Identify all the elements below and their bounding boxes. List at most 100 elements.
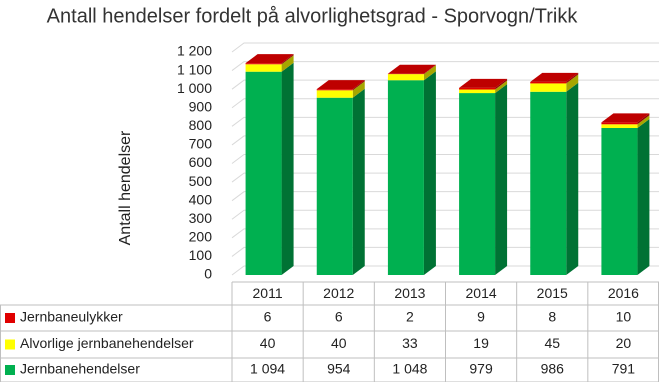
- table-value: 9: [477, 309, 485, 325]
- grid-line: [231, 42, 659, 53]
- bar-segment: [530, 91, 567, 275]
- bar-segment: [459, 89, 496, 94]
- table-value: 986: [541, 361, 565, 377]
- y-tick-label: 100: [189, 247, 213, 263]
- table-value: 33: [402, 335, 418, 351]
- bar-side: [423, 71, 436, 275]
- bar-segment: [316, 89, 353, 91]
- y-tick-label: 1 200: [177, 43, 212, 59]
- bar-top: [387, 64, 436, 74]
- y-tick-label: 300: [189, 210, 213, 226]
- table-value: 6: [264, 309, 272, 325]
- grid-line: [231, 191, 659, 202]
- x-tick-label: 2014: [466, 285, 497, 301]
- legend-swatch: [5, 339, 15, 350]
- bar-side: [281, 54, 294, 65]
- legend-label: Jernbanehendelser: [20, 361, 140, 377]
- chart-title: Antall hendelser fordelt på alvorlighets…: [47, 5, 579, 27]
- bar-segment: [459, 93, 496, 275]
- legend-label: Alvorlige jernbanehendelser: [20, 335, 194, 351]
- table-value: 20: [616, 335, 632, 351]
- grid-line: [231, 154, 659, 164]
- y-tick-label: 1 100: [177, 61, 212, 77]
- bar-segment: [245, 63, 282, 65]
- bar-top: [459, 78, 508, 88]
- table-value: 6: [335, 309, 343, 325]
- x-tick-label: 2012: [323, 285, 354, 301]
- grid-line: [231, 265, 659, 276]
- bar-segment: [316, 97, 353, 275]
- bar-segment: [601, 124, 638, 129]
- y-tick-label: 900: [189, 98, 213, 114]
- bar-side: [495, 84, 508, 275]
- table-value: 8: [548, 309, 556, 325]
- grid-line: [231, 61, 659, 71]
- table-value: 954: [327, 361, 351, 377]
- bar-top: [530, 72, 579, 82]
- bar-side: [566, 72, 579, 84]
- table-value: 1 048: [392, 361, 427, 377]
- bar-side: [281, 62, 294, 275]
- table-value: 40: [331, 335, 347, 351]
- grid-line: [231, 116, 659, 127]
- bar-side: [637, 113, 650, 125]
- x-tick-label: 2016: [608, 285, 639, 301]
- grid-line: [231, 172, 659, 183]
- bar-segment: [387, 80, 424, 275]
- bar-segment: [387, 74, 424, 81]
- bar-segment: [530, 83, 567, 92]
- y-tick-label: 0: [204, 266, 212, 282]
- table-value: 45: [544, 335, 560, 351]
- table-value: 791: [612, 361, 636, 377]
- legend-swatch: [5, 313, 15, 323]
- bar-segment: [601, 122, 638, 125]
- bar-side: [566, 82, 579, 275]
- grid-line: [231, 228, 659, 239]
- bar-top: [601, 113, 650, 123]
- bar-side: [495, 80, 508, 94]
- y-tick-label: 500: [189, 173, 213, 189]
- bar-segment: [601, 128, 638, 275]
- grid-line: [231, 98, 659, 109]
- y-tick-label: 200: [189, 229, 213, 245]
- table-value: 40: [260, 335, 276, 351]
- y-tick-label: 400: [189, 191, 213, 207]
- y-axis-title: Antall hendelser: [117, 130, 134, 245]
- bar-side: [495, 78, 508, 90]
- x-tick-label: 2011: [253, 285, 283, 301]
- y-tick-label: 800: [189, 117, 213, 133]
- bar-side: [637, 115, 650, 129]
- table-value: 1 094: [250, 361, 285, 377]
- bar-side: [352, 80, 365, 91]
- x-tick-label: 2013: [394, 285, 425, 301]
- bar-segment: [316, 90, 353, 98]
- grid-line: [231, 135, 659, 146]
- bar-side: [423, 64, 436, 75]
- bar-side: [637, 119, 650, 276]
- bar-side: [352, 88, 365, 275]
- bar-side: [566, 74, 579, 92]
- legend-label: Jernbaneulykker: [20, 309, 123, 325]
- table-value: 19: [473, 335, 489, 351]
- grid-line: [231, 79, 659, 90]
- bar-segment: [530, 81, 567, 84]
- bar-side: [423, 65, 436, 81]
- bar-side: [281, 55, 294, 72]
- bar-segment: [245, 71, 282, 275]
- legend-swatch: [5, 365, 15, 375]
- y-tick-label: 600: [189, 154, 213, 170]
- bar-side: [352, 81, 365, 98]
- y-tick-label: 1 000: [177, 80, 212, 96]
- table-value: 10: [616, 309, 632, 325]
- table-value: 979: [469, 361, 493, 377]
- y-tick-label: 700: [189, 136, 213, 152]
- bar-top: [316, 80, 365, 90]
- bar-top: [245, 54, 294, 64]
- grid-line: [231, 246, 659, 257]
- x-tick-label: 2015: [537, 285, 568, 301]
- bar-segment: [459, 87, 496, 90]
- bar-segment: [245, 64, 282, 72]
- grid-line: [231, 209, 659, 220]
- table-value: 2: [406, 309, 414, 325]
